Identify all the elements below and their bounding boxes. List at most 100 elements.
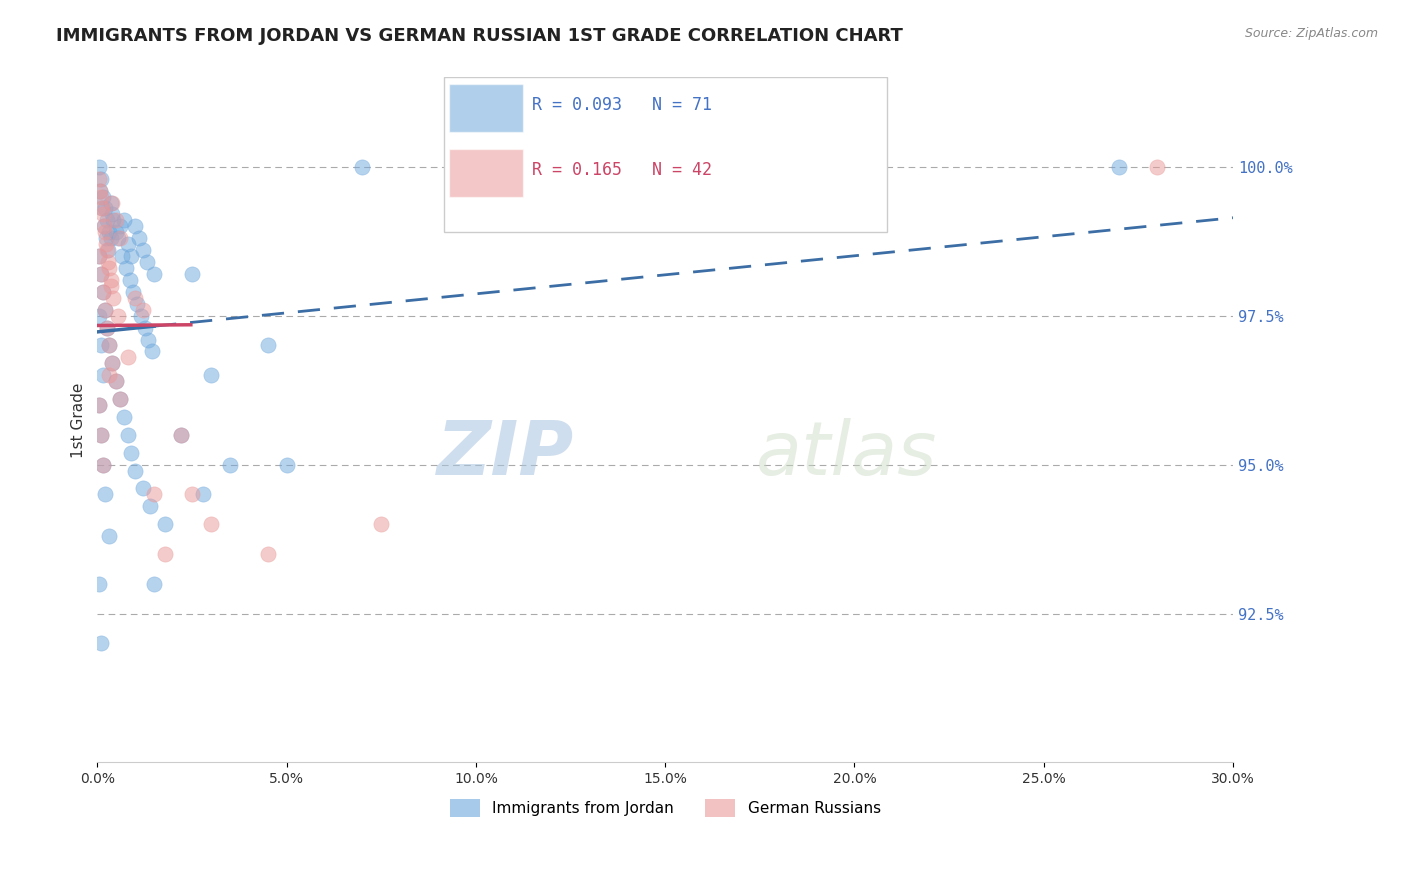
FancyBboxPatch shape	[450, 84, 523, 132]
Point	[105, 374, 128, 388]
Point	[105, 374, 128, 388]
Point	[143, 487, 166, 501]
Point	[90, 427, 112, 442]
Text: R = 0.165   N = 42: R = 0.165 N = 42	[533, 161, 713, 179]
Point	[94, 237, 117, 252]
Point	[181, 267, 204, 281]
Point	[1146, 160, 1168, 174]
Point	[100, 231, 122, 245]
Point	[155, 547, 177, 561]
Point	[132, 243, 155, 257]
Point	[169, 427, 191, 442]
Point	[181, 487, 204, 501]
Point	[117, 351, 139, 365]
Point	[97, 338, 120, 352]
Point	[370, 517, 392, 532]
Point	[108, 392, 131, 406]
Point	[90, 427, 112, 442]
Point	[90, 267, 112, 281]
Point	[96, 320, 118, 334]
Point	[91, 207, 114, 221]
Point	[97, 529, 120, 543]
Point	[122, 285, 145, 299]
Point	[256, 547, 278, 561]
Point	[93, 219, 115, 234]
Point	[101, 356, 124, 370]
Point	[96, 213, 118, 227]
Point	[96, 243, 118, 257]
Point	[94, 487, 117, 501]
Point	[103, 213, 125, 227]
Point	[100, 195, 122, 210]
Point	[128, 231, 150, 245]
Text: Source: ZipAtlas.com: Source: ZipAtlas.com	[1244, 27, 1378, 40]
Point	[114, 261, 136, 276]
Point	[89, 184, 111, 198]
Point	[94, 225, 117, 239]
Point	[127, 297, 149, 311]
Point	[91, 285, 114, 299]
Point	[169, 427, 191, 442]
Point	[97, 243, 120, 257]
Point	[112, 213, 135, 227]
Point	[132, 302, 155, 317]
Point	[101, 207, 124, 221]
Point	[91, 189, 114, 203]
FancyBboxPatch shape	[450, 149, 523, 197]
Point	[93, 219, 115, 234]
Point	[105, 225, 128, 239]
Point	[90, 202, 112, 216]
Text: R = 0.093   N = 71: R = 0.093 N = 71	[533, 95, 713, 114]
Point	[100, 273, 122, 287]
Point	[90, 202, 112, 216]
Point	[200, 368, 222, 383]
Point	[101, 356, 124, 370]
Point	[91, 285, 114, 299]
Text: ZIP: ZIP	[437, 417, 574, 491]
Point	[105, 213, 128, 227]
Point	[120, 446, 142, 460]
Y-axis label: 1st Grade: 1st Grade	[72, 383, 86, 458]
Point	[89, 160, 111, 174]
Point	[89, 398, 111, 412]
Point	[90, 267, 112, 281]
Point	[97, 255, 120, 269]
Point	[143, 267, 166, 281]
Point	[124, 464, 146, 478]
Point	[91, 458, 114, 472]
Point	[96, 320, 118, 334]
Point	[124, 291, 146, 305]
Point	[101, 195, 124, 210]
FancyBboxPatch shape	[444, 78, 887, 232]
Point	[108, 392, 131, 406]
Point	[143, 576, 166, 591]
Point	[218, 458, 240, 472]
Point	[97, 225, 120, 239]
Point	[117, 427, 139, 442]
Point	[129, 309, 152, 323]
Point	[97, 338, 120, 352]
Point	[89, 249, 111, 263]
Legend: Immigrants from Jordan, German Russians: Immigrants from Jordan, German Russians	[443, 792, 887, 823]
Point	[117, 237, 139, 252]
Point	[89, 171, 111, 186]
Point	[120, 249, 142, 263]
Point	[100, 279, 122, 293]
Point	[135, 255, 157, 269]
Point	[107, 231, 129, 245]
Point	[118, 273, 141, 287]
Text: IMMIGRANTS FROM JORDAN VS GERMAN RUSSIAN 1ST GRADE CORRELATION CHART: IMMIGRANTS FROM JORDAN VS GERMAN RUSSIAN…	[56, 27, 903, 45]
Point	[94, 202, 117, 216]
Point	[89, 576, 111, 591]
Point	[256, 338, 278, 352]
Point	[107, 309, 129, 323]
Point	[134, 320, 156, 334]
Point	[111, 249, 134, 263]
Point	[200, 517, 222, 532]
Point	[89, 184, 111, 198]
Point	[91, 458, 114, 472]
Text: atlas: atlas	[756, 418, 938, 491]
Point	[103, 291, 125, 305]
Point	[108, 219, 131, 234]
Point	[97, 368, 120, 383]
